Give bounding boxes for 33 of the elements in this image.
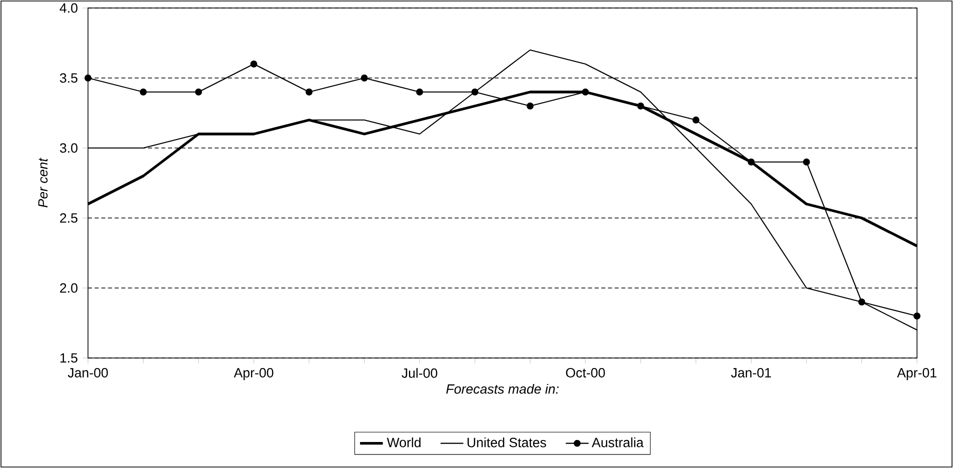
point <box>84 74 92 82</box>
x-tick-label: Apr-00 <box>234 368 274 380</box>
y-tick-label: 2.0 <box>60 283 78 293</box>
y-tick-label: 1.5 <box>60 353 78 363</box>
y-axis-title: Per cent <box>38 158 48 208</box>
point <box>637 102 644 110</box>
point <box>803 158 810 166</box>
x-tick-label: Oct-00 <box>566 368 605 378</box>
y-tick-label: 3.5 <box>60 73 78 83</box>
point <box>195 88 202 96</box>
y-tick-label: 2.5 <box>60 213 78 223</box>
point <box>140 88 147 96</box>
point <box>471 88 478 96</box>
point <box>692 116 700 124</box>
point <box>416 88 424 96</box>
point <box>858 298 866 306</box>
legend-label: World <box>386 437 421 448</box>
y-tick-label: 4.0 <box>60 3 78 13</box>
point <box>914 312 920 320</box>
point <box>748 158 755 166</box>
point <box>526 102 534 110</box>
point <box>582 88 589 96</box>
point <box>250 60 258 68</box>
point <box>306 88 313 96</box>
x-tick-label: Jul-00 <box>402 368 438 378</box>
point <box>360 74 368 82</box>
legend-label: United States <box>468 437 546 448</box>
x-tick-label: Jan-01 <box>731 368 771 378</box>
legend-label: Australia <box>592 437 644 448</box>
y-tick-label: 3.0 <box>60 143 78 153</box>
x-tick-label: Apr-01 <box>897 368 936 380</box>
x-axis-title: Forecasts made in: <box>446 384 559 394</box>
x-tick-label: Jan-00 <box>68 368 108 378</box>
